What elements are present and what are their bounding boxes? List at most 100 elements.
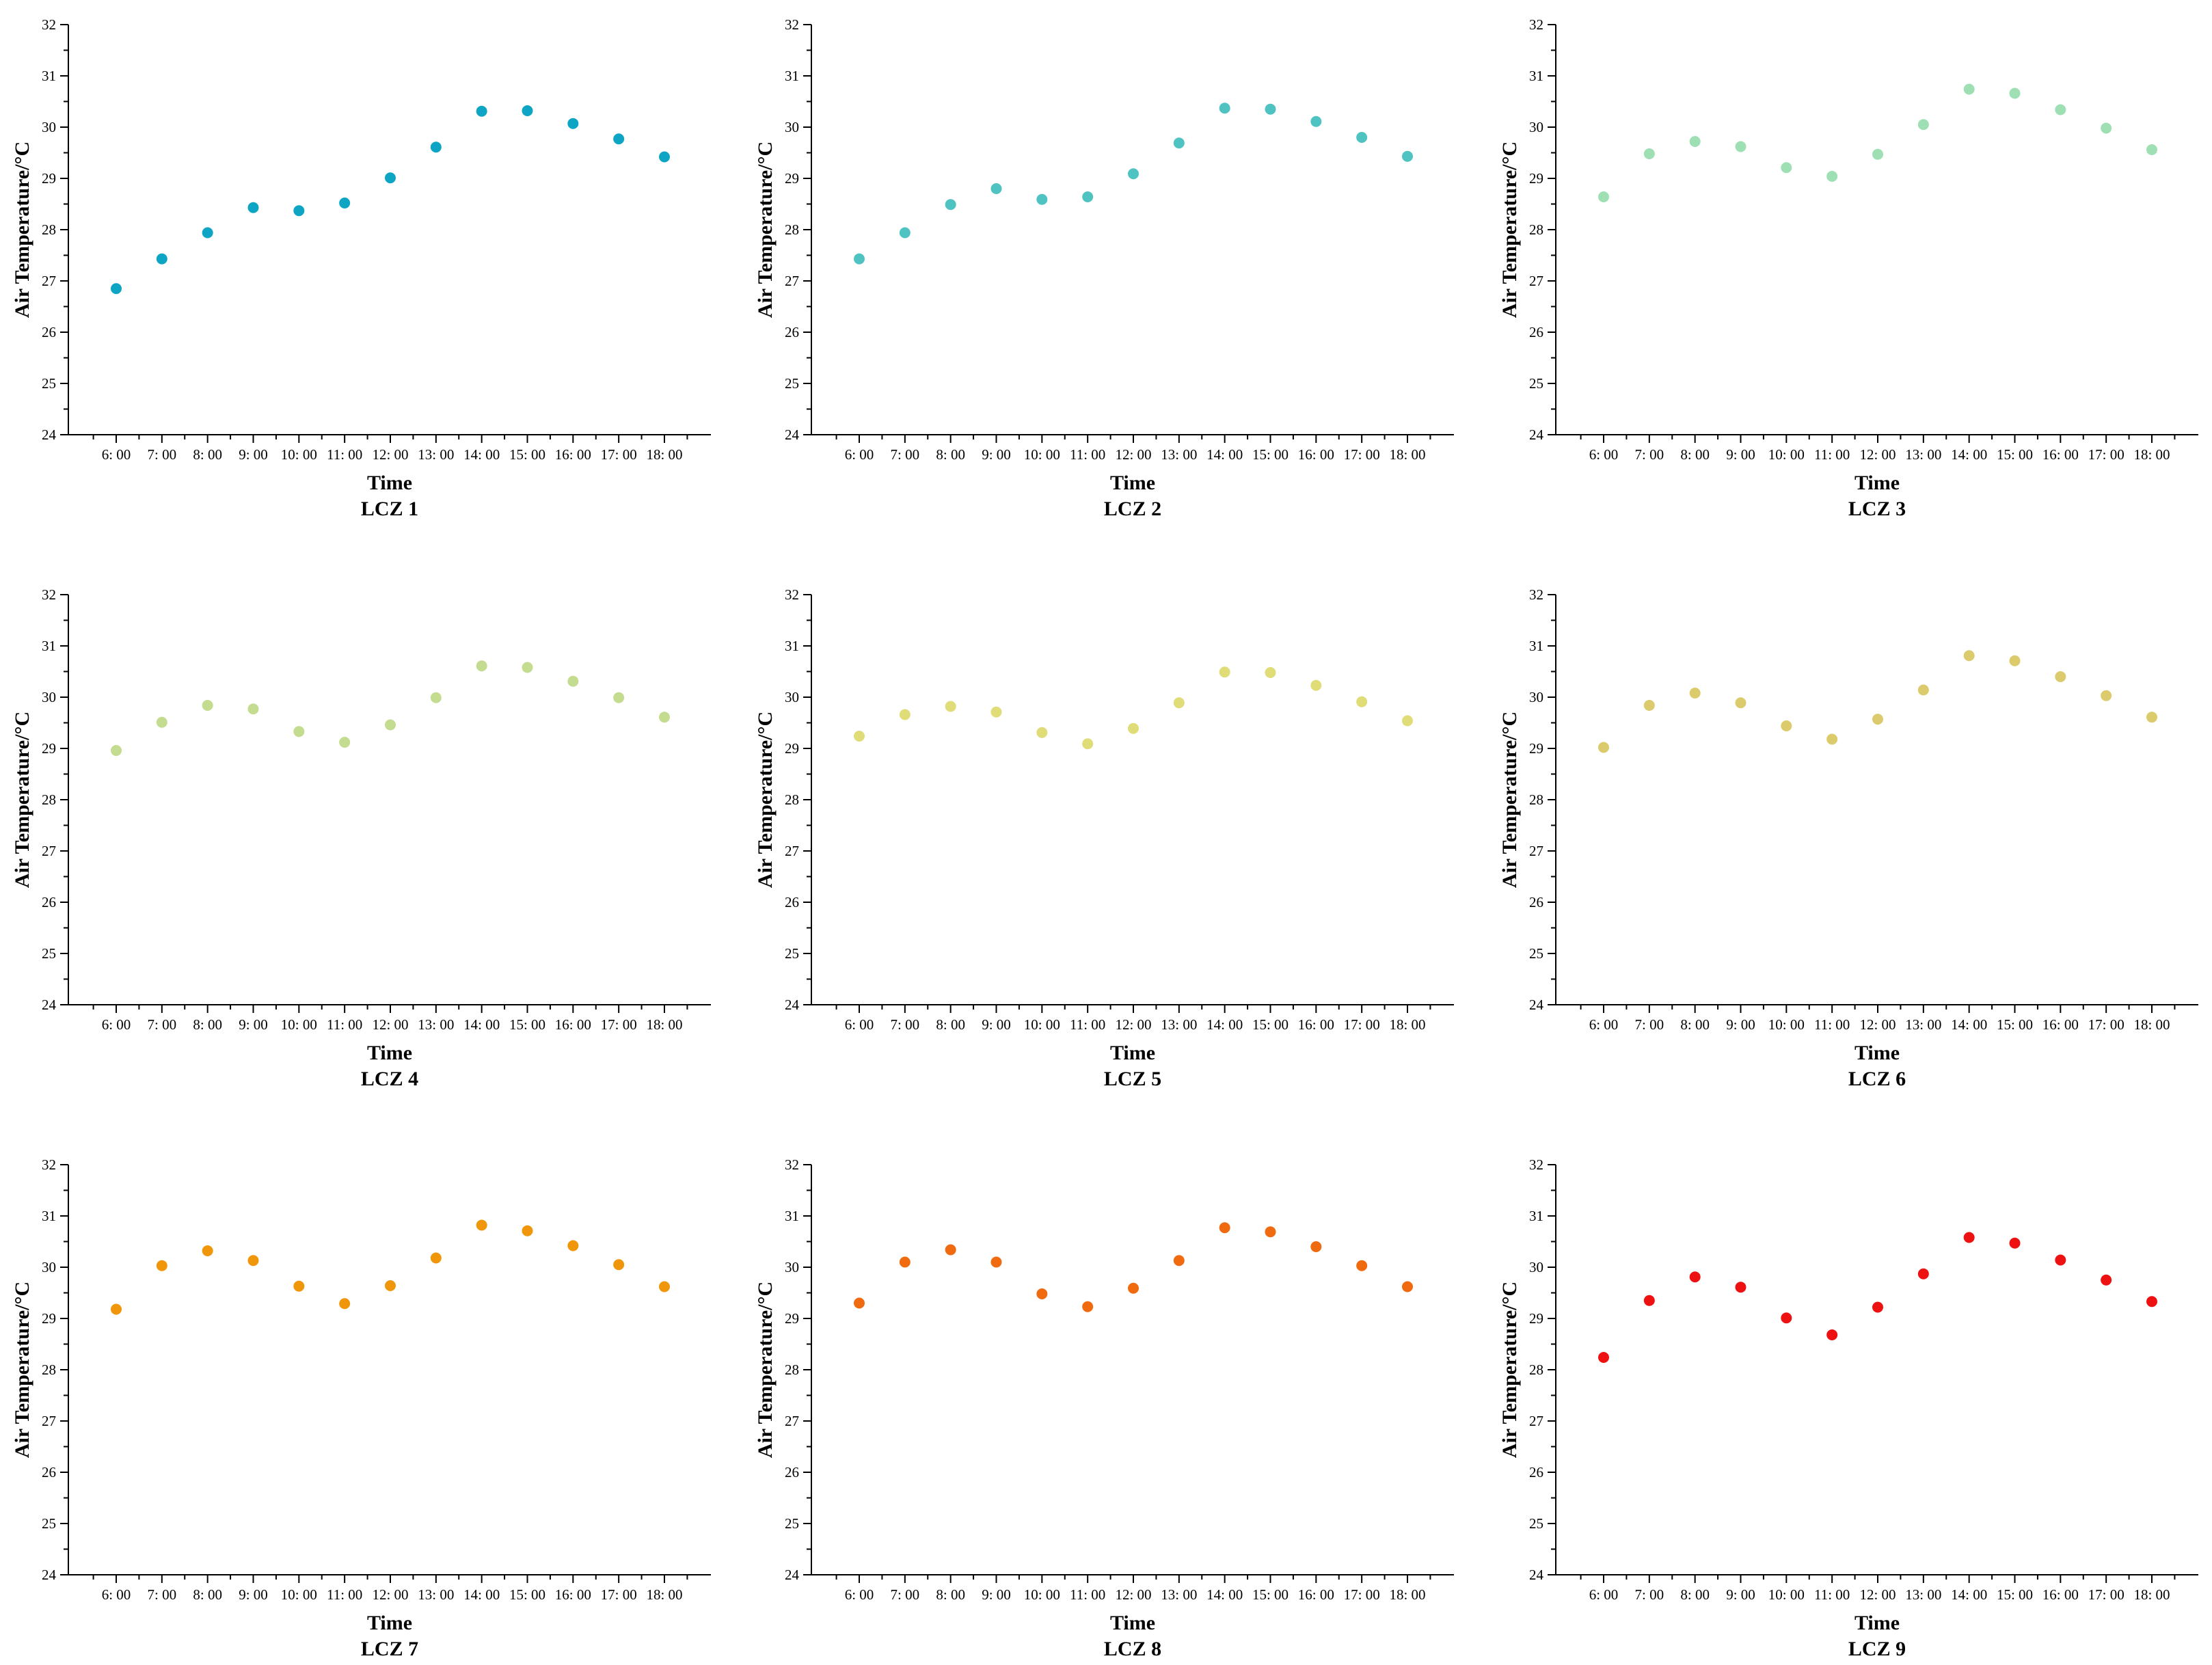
x-tick-label: 12: 00 xyxy=(1115,446,1151,463)
y-tick-label: 31 xyxy=(42,638,56,654)
data-point xyxy=(1402,1281,1413,1292)
x-tick-label: 10: 00 xyxy=(281,446,317,463)
x-axis-title: Time xyxy=(1854,1612,1900,1634)
data-point xyxy=(899,709,911,720)
y-tick-label: 24 xyxy=(1529,1567,1544,1583)
x-tick-label: 8: 00 xyxy=(193,1586,222,1603)
y-tick-label: 26 xyxy=(1529,1464,1543,1480)
data-point xyxy=(293,1280,305,1292)
x-tick-label: 16: 00 xyxy=(1298,1016,1334,1033)
x-tick-label: 14: 00 xyxy=(1206,1016,1243,1033)
y-tick-label: 25 xyxy=(1529,1515,1543,1532)
x-tick-label: 8: 00 xyxy=(936,446,965,463)
chart-panel-5: 24 25 26 27 28 29 30 31 32 6: 00 7: 00 8: 00 9: 00 10… xyxy=(754,586,1454,1090)
x-tick-label: 18: 00 xyxy=(2133,1586,2170,1603)
y-axis-title: Air Temperature/°C xyxy=(11,141,33,318)
data-point xyxy=(2146,144,2157,155)
x-axis-title: Time xyxy=(367,1612,412,1634)
data-point xyxy=(1402,150,1413,162)
x-tick-label: 15: 00 xyxy=(1252,1016,1289,1033)
data-point xyxy=(854,731,865,742)
x-axis-title: Time xyxy=(367,472,412,494)
data-point xyxy=(659,712,670,723)
data-point xyxy=(1643,1295,1655,1306)
x-tick-label: 10: 00 xyxy=(1768,1016,1805,1033)
x-tick-label: 16: 00 xyxy=(555,1016,591,1033)
x-tick-label: 12: 00 xyxy=(1859,1016,1896,1033)
y-axis-title: Air Temperature/°C xyxy=(11,1282,33,1458)
x-tick-label: 16: 00 xyxy=(2042,1586,2079,1603)
y-tick-label: 24 xyxy=(42,427,57,443)
x-tick-label: 18: 00 xyxy=(1389,1586,1425,1603)
x-tick-label: 6: 00 xyxy=(845,1586,874,1603)
y-tick-label: 32 xyxy=(1529,586,1543,603)
data-point xyxy=(1826,171,1838,182)
y-tick-label: 30 xyxy=(785,1259,799,1275)
y-tick-label: 27 xyxy=(42,843,56,859)
data-point xyxy=(2055,104,2066,116)
x-tick-label: 10: 00 xyxy=(1768,446,1805,463)
data-point xyxy=(1963,83,1975,95)
y-tick-label: 29 xyxy=(42,170,56,187)
x-tick-label: 14: 00 xyxy=(463,446,500,463)
data-point xyxy=(1128,1282,1139,1294)
data-point xyxy=(1598,742,1609,753)
x-tick-label: 18: 00 xyxy=(646,446,682,463)
x-tick-label: 10: 00 xyxy=(1768,1586,1805,1603)
y-axis-title: Air Temperature/°C xyxy=(754,712,777,888)
x-tick-label: 13: 00 xyxy=(418,1586,454,1603)
data-point xyxy=(1781,720,1792,731)
data-point xyxy=(1643,148,1655,159)
data-point xyxy=(1356,696,1368,707)
x-tick-label: 7: 00 xyxy=(1635,1016,1664,1033)
chart-panel-1: 24 25 26 27 28 29 30 31 32 6: 00 7: 00 8: 00 9: 00 10… xyxy=(11,16,711,520)
data-point xyxy=(111,1303,122,1315)
x-axis-title: Time xyxy=(1110,472,1155,494)
y-tick-label: 28 xyxy=(1529,221,1543,238)
x-tick-label: 14: 00 xyxy=(1951,446,1987,463)
data-point xyxy=(1689,1271,1701,1283)
x-tick-label: 10: 00 xyxy=(281,1016,317,1033)
x-axis-title: Time xyxy=(367,1042,412,1064)
y-tick-label: 24 xyxy=(1529,997,1544,1013)
data-point xyxy=(1265,103,1276,115)
y-tick-label: 25 xyxy=(42,945,56,962)
y-tick-label: 25 xyxy=(42,375,56,392)
data-point xyxy=(2009,655,2021,666)
x-tick-label: 18: 00 xyxy=(646,1586,682,1603)
x-tick-label: 16: 00 xyxy=(555,1586,591,1603)
x-tick-label: 12: 00 xyxy=(1115,1016,1151,1033)
y-tick-label: 29 xyxy=(785,740,799,757)
data-point xyxy=(156,253,167,265)
x-tick-label: 11: 00 xyxy=(1814,1016,1850,1033)
x-tick-label: 9: 00 xyxy=(239,446,268,463)
panel-title: LCZ 8 xyxy=(1104,1638,1161,1660)
data-point xyxy=(1917,119,1929,131)
y-tick-label: 27 xyxy=(785,273,799,289)
data-point xyxy=(1173,697,1185,709)
y-tick-label: 29 xyxy=(42,1310,56,1327)
data-point xyxy=(156,1260,167,1271)
x-tick-label: 15: 00 xyxy=(1997,1016,2033,1033)
y-tick-label: 24 xyxy=(785,1567,800,1583)
y-tick-label: 31 xyxy=(785,68,799,84)
y-tick-label: 29 xyxy=(785,170,799,187)
x-tick-label: 8: 00 xyxy=(936,1586,965,1603)
data-point xyxy=(945,1244,956,1256)
x-tick-label: 18: 00 xyxy=(1389,1016,1425,1033)
x-tick-label: 10: 00 xyxy=(281,1586,317,1603)
x-tick-label: 15: 00 xyxy=(509,1016,545,1033)
x-tick-label: 11: 00 xyxy=(327,1016,362,1033)
x-tick-label: 12: 00 xyxy=(372,1586,408,1603)
x-tick-label: 11: 00 xyxy=(1070,446,1105,463)
x-tick-label: 12: 00 xyxy=(1859,446,1896,463)
y-tick-label: 24 xyxy=(42,1567,57,1583)
data-point xyxy=(2055,671,2066,682)
x-tick-label: 9: 00 xyxy=(982,1016,1011,1033)
x-tick-label: 10: 00 xyxy=(1024,1586,1060,1603)
data-point xyxy=(1963,1232,1975,1243)
data-point xyxy=(111,283,122,295)
x-tick-label: 6: 00 xyxy=(102,1586,131,1603)
x-tick-label: 14: 00 xyxy=(463,1016,500,1033)
data-point xyxy=(1082,738,1094,750)
